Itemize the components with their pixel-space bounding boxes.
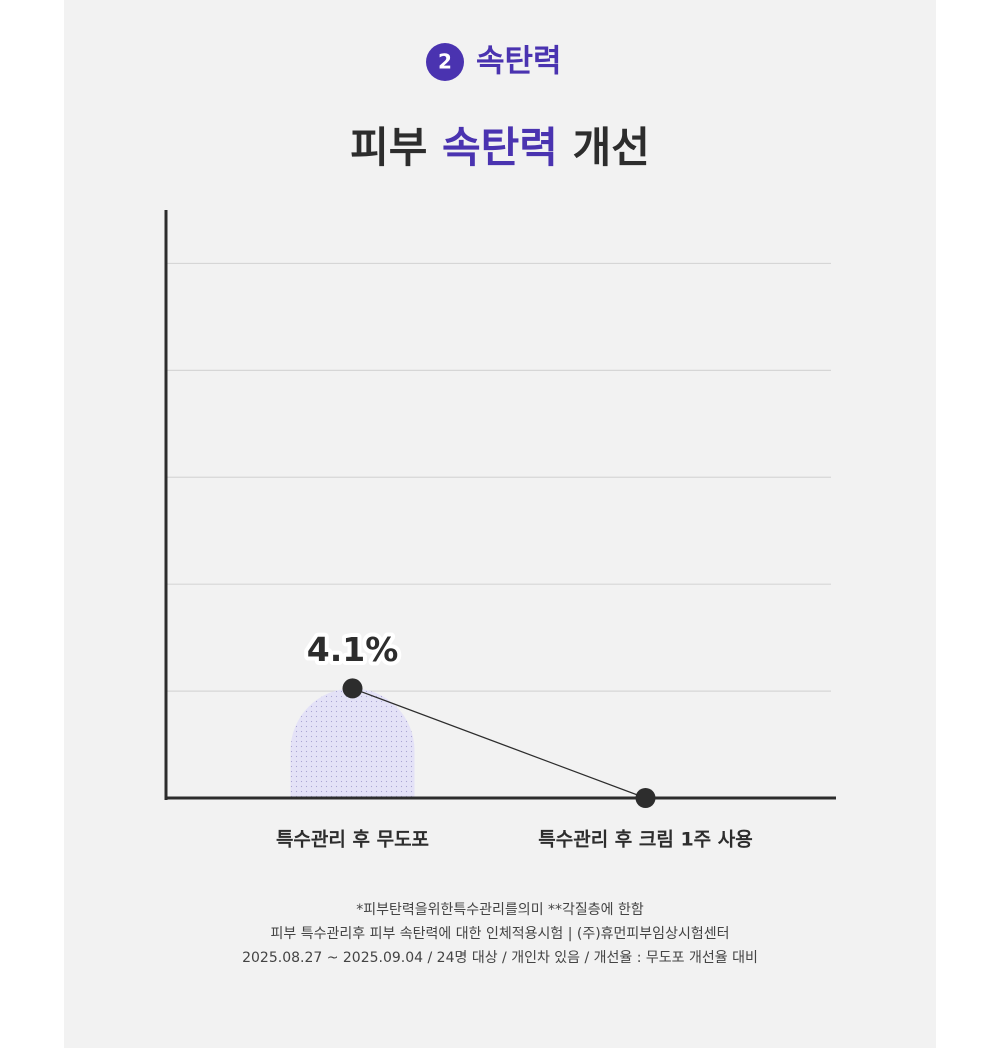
title-highlight: 속탄력: [442, 123, 558, 172]
x-tick-label: 특수관리 후 무도포: [276, 829, 429, 851]
title-start: 피부: [350, 123, 427, 172]
footnote: 피부 특수관리후 피부 속탄력에 대한 인체적용시험 | (주)휴먼피부임상시험…: [271, 926, 730, 942]
badge: [426, 43, 464, 81]
footnote: *피부탄력을위한특수관리를의미 **각질층에 한함: [356, 902, 644, 918]
panel: [64, 0, 936, 1048]
footnote: 2025.08.27 ~ 2025.09.04 / 24명 대상 / 개인차 있…: [242, 950, 758, 966]
title-end: 개선: [573, 123, 650, 172]
badge-number: 2: [438, 50, 452, 74]
highlight-bar-dots: [290, 688, 415, 798]
section-title: 속탄력: [476, 44, 562, 80]
data-line: [352, 687, 646, 799]
data-point: [635, 788, 656, 808]
value-label: 4.1%: [307, 630, 399, 669]
data-point: [342, 678, 363, 699]
chart-title: 피부 속탄력 개선: [350, 123, 650, 172]
x-tick-label: 특수관리 후 크림 1주 사용: [538, 829, 752, 851]
